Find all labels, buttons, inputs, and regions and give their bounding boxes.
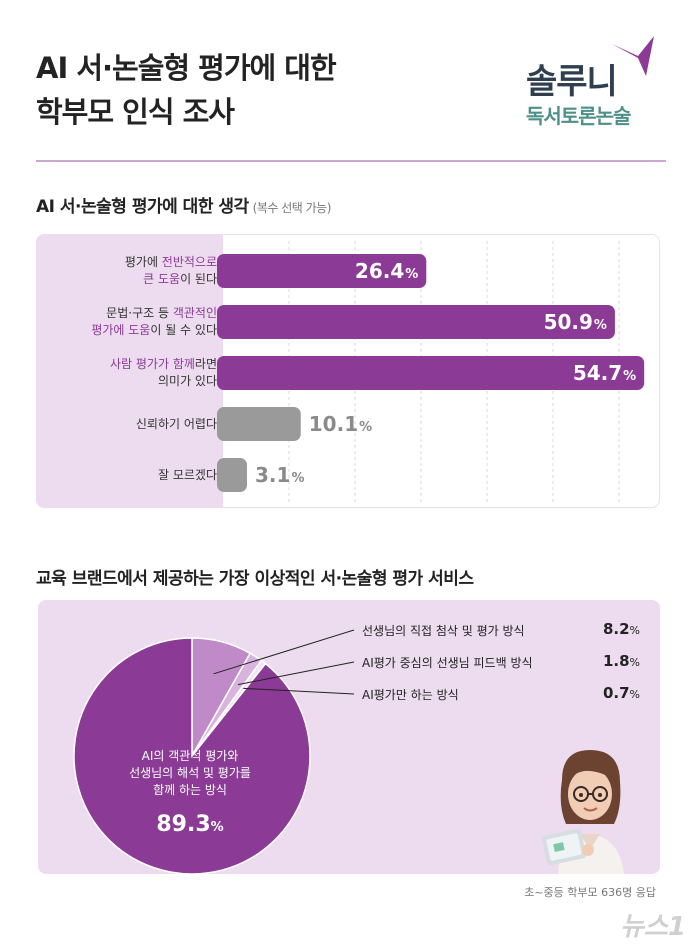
bar-category-label-part: 사람 평가가 함께 [109, 357, 195, 371]
logo-sub-text: 독서토론논술 [526, 104, 631, 128]
legend-value-3: 0.7% [580, 684, 640, 702]
section1-title: AI 서·논술형 평가에 대한 생각 (복수 선택 가능) [36, 192, 331, 217]
bar-value-unit: % [623, 369, 636, 384]
bar-category-label-part: 전반적으로 [161, 255, 217, 269]
watermark: 뉴스1 [620, 912, 686, 942]
bar-chart: 26.4 %50.9 %54.7 %10.1 %3.1% [217, 241, 645, 503]
bar-value-label: 26.4 [355, 259, 404, 283]
bar-value-label: 10.1 [309, 412, 358, 436]
bar-category-label-part: 이 된다 [180, 272, 217, 286]
pie-chart-panel [38, 600, 660, 874]
section1-title-text: AI 서·논술형 평가에 대한 생각 [36, 197, 249, 217]
bar-category-label-part: 문법·구조 등 [106, 306, 173, 320]
pie-chart [73, 629, 355, 874]
pie-main-caption: AI의 객관적 평가와 선생님의 해석 및 평가를 함께 하는 방식 [60, 748, 320, 799]
legend-value-2: 1.8% [580, 652, 640, 670]
legend-label-2: AI평가 중심의 선생님 피드백 방식 [362, 656, 533, 670]
legend-label-1: 선생님의 직접 첨삭 및 평가 방식 [362, 624, 525, 638]
pie-caption-line-2: 선생님의 해석 및 평가를 [129, 766, 251, 780]
legend-value-2-number: 1.8 [602, 652, 630, 670]
brand-logo: 솔루니 독서토론논술 [520, 34, 670, 134]
pie-caption-line-1: AI의 객관적 평가와 [141, 749, 239, 763]
bar-value-label: 54.7 [573, 361, 622, 385]
pie-slice [73, 637, 311, 874]
bar-category-label-part: 큰 도움 [143, 272, 181, 286]
bar-category-label-part: 신뢰하기 어렵다 [135, 416, 217, 431]
source-note: 초~중등 학부모 636명 응답 [524, 886, 656, 899]
bar-value-unit: % [291, 471, 304, 486]
bar-category-label-part: 이 될 수 있다 [150, 323, 217, 337]
bar-category-label-part: 평가에 도움 [91, 323, 151, 337]
logo-check-icon [612, 36, 654, 76]
title-line-2: 학부모 인식 조사 [36, 95, 235, 129]
legend-value-1-unit: % [629, 624, 640, 637]
bar-category-label-part: 평가에 [124, 255, 162, 269]
bar-category-label-part: 의미가 있다 [157, 374, 217, 388]
bar-category-label: 잘 모르겠다 [37, 467, 217, 484]
bar-category-label: 신뢰하기 어렵다 [37, 416, 217, 433]
bar [217, 458, 247, 492]
legend-label-3: AI평가만 하는 방식 [362, 688, 459, 702]
legend-value-3-number: 0.7 [602, 684, 630, 702]
legend-value-3-unit: % [629, 688, 640, 701]
legend-value-1-number: 8.2 [602, 620, 630, 638]
header-divider [36, 160, 666, 162]
bar [217, 254, 427, 288]
pie-leader-line [243, 687, 355, 695]
bar-chart-label-column [37, 235, 223, 507]
bar-value-unit: % [405, 267, 418, 282]
bar [217, 407, 301, 441]
title-line-1: AI 서·논술형 평가에 대한 [36, 51, 337, 85]
section1-note: (복수 선택 가능) [252, 201, 332, 215]
logo-main-text: 솔루니 [526, 62, 618, 102]
pie-leader-line [237, 661, 355, 686]
pie-main-value-unit: % [210, 820, 224, 835]
legend-value-1: 8.2% [580, 620, 640, 638]
teacher-illustration [541, 750, 624, 874]
section2-title: 교육 브랜드에서 제공하는 가장 이상적인 서·논술형 평가 서비스 [36, 569, 474, 589]
bar-value-label: 3.1 [255, 463, 290, 487]
bar-category-label-part: 라면 [194, 357, 217, 371]
bar-value-unit: % [359, 420, 372, 435]
pie-main-value-number: 89.3 [156, 812, 211, 837]
bar-chart-panel: 26.4% 50.9% 54.7% 10.1% 3.1% 평가에 전반적으로 큰 도움이 … [36, 234, 660, 508]
bar [217, 356, 645, 390]
pie-main-value: 89.3% [60, 812, 320, 837]
page-title: AI 서·논술형 평가에 대한 학부모 인식 조사 [36, 46, 337, 134]
bar [217, 305, 615, 339]
bar-category-label-part: 객관적인 [172, 306, 217, 320]
pie-leader-line [213, 629, 355, 675]
pie-caption-line-3: 함께 하는 방식 [153, 783, 227, 797]
bar-value-label: 50.9 [544, 310, 593, 334]
legend-value-2-unit: % [629, 656, 640, 669]
bar-value-unit: % [594, 318, 607, 333]
bar-category-label-part: 잘 모르겠다 [157, 467, 217, 482]
